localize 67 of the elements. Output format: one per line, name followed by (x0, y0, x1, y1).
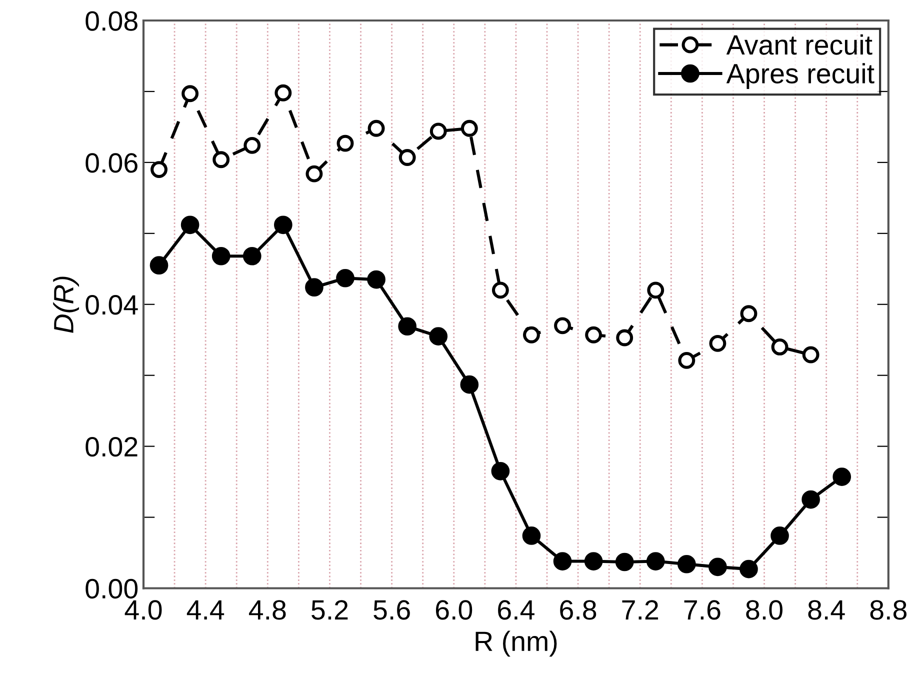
point (554, 317, 571, 334)
point (585, 326, 602, 344)
y-tick-label: 0.04 (86, 295, 138, 315)
point (460, 375, 479, 394)
point (584, 552, 603, 570)
x-tick-label: 5.6 (374, 600, 410, 620)
x-tick-label: 7.6 (684, 600, 720, 620)
point (274, 84, 292, 102)
y-tick-label: 0.06 (86, 153, 138, 173)
legend-label: Avant recuit (726, 34, 872, 55)
x-tick-label: 8.8 (870, 600, 907, 620)
x-tick-label: 6.8 (560, 600, 596, 620)
point (244, 136, 261, 154)
y-axis-title: D(R) (53, 276, 80, 333)
point (771, 338, 788, 356)
point (398, 317, 416, 336)
point (150, 161, 168, 178)
y-tick-label: 0.02 (86, 436, 138, 457)
point (553, 552, 572, 570)
point (677, 554, 696, 574)
point (336, 268, 354, 288)
point (802, 490, 820, 509)
point (212, 246, 230, 266)
x-tick-label: 6.0 (436, 600, 472, 620)
point (832, 468, 852, 486)
y-tick-label: 0.08 (86, 11, 138, 31)
point (616, 329, 634, 346)
point (770, 526, 789, 545)
x-axis-title: R (nm) (476, 630, 557, 657)
point (678, 352, 696, 369)
point (647, 282, 664, 299)
point (522, 526, 541, 545)
point (708, 558, 727, 576)
point (305, 278, 324, 297)
point (802, 346, 820, 364)
x-tick-label: 4.4 (186, 600, 224, 620)
point (492, 282, 509, 299)
point (709, 334, 726, 352)
point (460, 120, 478, 137)
point (491, 462, 510, 480)
point (306, 165, 323, 182)
point (429, 327, 448, 346)
x-tick-label: 7.2 (622, 600, 658, 620)
x-tick-label: 6.4 (498, 600, 534, 620)
point (523, 326, 540, 344)
point (740, 305, 758, 322)
point (274, 216, 292, 234)
point (430, 122, 447, 140)
point (368, 120, 385, 137)
point (182, 85, 199, 102)
legend-label: Apres recuit (726, 63, 874, 89)
x-tick-label: 8.0 (746, 600, 782, 620)
x-tick-label: 4.8 (248, 600, 286, 620)
point (336, 134, 354, 152)
point (646, 552, 665, 570)
x-tick-label: 8.4 (808, 600, 845, 620)
point (242, 246, 262, 266)
y-tick-label: 0.00 (86, 578, 138, 599)
point (367, 270, 386, 289)
point (150, 256, 168, 275)
x-tick-label: 4.0 (124, 600, 162, 620)
x-tick-label: 5.2 (312, 600, 348, 620)
point (740, 560, 758, 578)
point (212, 151, 230, 168)
point (615, 552, 634, 572)
point (398, 149, 416, 166)
point (180, 216, 200, 234)
